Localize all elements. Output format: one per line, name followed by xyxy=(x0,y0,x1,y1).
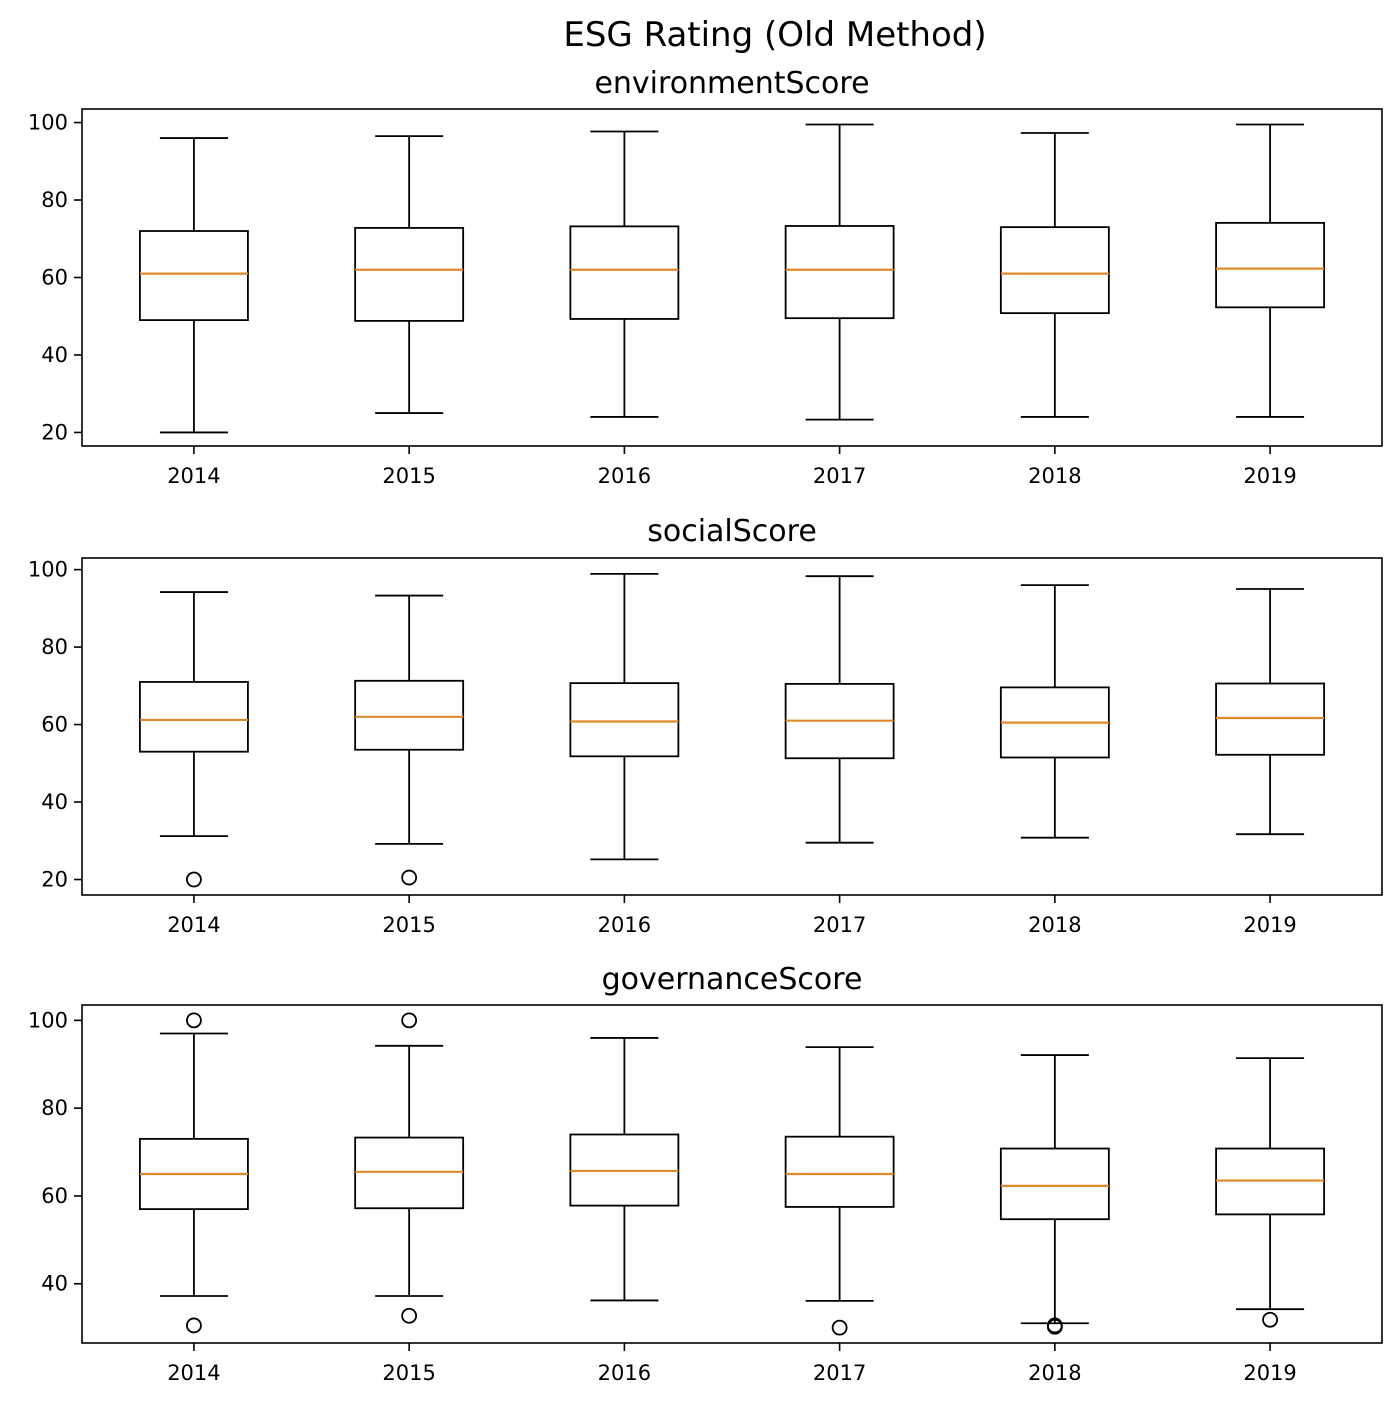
iqr-box xyxy=(1215,221,1325,309)
iqr-box xyxy=(354,679,465,751)
plot-frame xyxy=(81,557,1383,896)
plot-frame xyxy=(81,108,1383,447)
box-2014 xyxy=(139,1012,249,1334)
outlier-point xyxy=(186,871,202,888)
iqr-box xyxy=(784,1135,895,1208)
y-tick-label: 80 xyxy=(41,635,68,659)
box-2015 xyxy=(354,1012,465,1324)
x-tick-label: 2018 xyxy=(1028,464,1081,488)
box-2014 xyxy=(139,591,249,888)
box-2018 xyxy=(999,1054,1110,1335)
y-tick-label: 80 xyxy=(41,1096,68,1120)
subplot-environment-score: environmentScore xyxy=(81,66,1383,447)
iqr-box xyxy=(354,227,465,322)
x-tick-label: 2014 xyxy=(167,1361,220,1385)
subplot-title: socialScore xyxy=(647,514,817,549)
y-tick-label: 60 xyxy=(41,266,68,290)
box-2018 xyxy=(999,132,1110,418)
y-tick-label: 60 xyxy=(41,713,68,737)
outlier-point xyxy=(1046,1317,1063,1334)
x-tick-label: 2015 xyxy=(382,1361,435,1385)
iqr-box xyxy=(569,225,680,320)
outlier-point xyxy=(401,1307,418,1324)
subplot-title: environmentScore xyxy=(594,66,869,101)
box-2015 xyxy=(354,135,465,414)
y-tick-label: 100 xyxy=(28,558,68,582)
iqr-box xyxy=(999,1147,1110,1221)
box-2014 xyxy=(139,137,249,434)
iqr-box xyxy=(139,230,249,322)
x-tick-label: 2014 xyxy=(167,464,220,488)
x-tick-label: 2018 xyxy=(1028,913,1081,937)
outlier-point xyxy=(186,1012,202,1029)
plot-area: 20 40 60 80 100 2014 2015 2016 2017 2018 2019 xyxy=(28,558,1325,937)
y-tick-label: 100 xyxy=(28,1008,68,1032)
y-tick-label: 40 xyxy=(41,343,68,367)
x-tick-label: 2016 xyxy=(598,1361,651,1385)
x-tick-label: 2019 xyxy=(1243,913,1296,937)
iqr-box xyxy=(784,225,895,320)
subplot-governance-score: governanceScore xyxy=(81,962,1383,1344)
x-tick-label: 2017 xyxy=(813,464,866,488)
iqr-box xyxy=(1215,682,1325,756)
x-tick-label: 2019 xyxy=(1243,1361,1296,1385)
figure-title: ESG Rating (Old Method) xyxy=(563,15,986,55)
x-tick-label: 2019 xyxy=(1243,464,1296,488)
box-2017 xyxy=(784,1046,895,1336)
box-2019 xyxy=(1215,123,1325,418)
y-tick-label: 40 xyxy=(41,1272,68,1296)
box-2019 xyxy=(1215,1057,1325,1328)
box-2019 xyxy=(1215,588,1325,836)
iqr-box xyxy=(569,682,680,758)
box-2015 xyxy=(354,594,465,886)
plot-area: 20 40 60 80 100 2014 2015 2016 2017 2018 2019 xyxy=(28,111,1325,488)
x-tick-label: 2018 xyxy=(1028,1361,1081,1385)
subplot-title: governanceScore xyxy=(602,962,863,997)
outlier-point xyxy=(401,869,418,886)
x-tick-label: 2015 xyxy=(382,913,435,937)
x-tick-label: 2015 xyxy=(382,464,435,488)
outlier-point xyxy=(186,1317,202,1334)
plot-frame xyxy=(81,1004,1383,1344)
iqr-box xyxy=(139,681,249,753)
box-2016 xyxy=(569,130,680,418)
y-tick-label: 60 xyxy=(41,1184,68,1208)
y-tick-label: 20 xyxy=(41,420,68,444)
iqr-box xyxy=(999,226,1110,315)
x-tick-label: 2016 xyxy=(598,913,651,937)
y-tick-label: 100 xyxy=(28,111,68,135)
y-tick-label: 40 xyxy=(41,790,68,814)
outlier-point xyxy=(1262,1311,1278,1328)
box-2016 xyxy=(569,1037,680,1302)
x-tick-label: 2017 xyxy=(813,1361,866,1385)
box-2017 xyxy=(784,575,895,844)
x-tick-label: 2017 xyxy=(813,913,866,937)
outlier-point xyxy=(831,1319,848,1336)
outlier-point xyxy=(401,1012,418,1029)
x-tick-label: 2014 xyxy=(167,913,220,937)
plot-area: 40 60 80 100 2014 2015 2016 2017 2018 2019 xyxy=(28,1008,1325,1385)
box-2017 xyxy=(784,123,895,421)
y-tick-label: 20 xyxy=(41,868,68,892)
subplot-social-score: socialScore xyxy=(81,514,1383,896)
box-2016 xyxy=(569,572,680,861)
y-tick-label: 80 xyxy=(41,188,68,212)
x-tick-label: 2016 xyxy=(598,464,651,488)
box-2018 xyxy=(999,584,1110,839)
